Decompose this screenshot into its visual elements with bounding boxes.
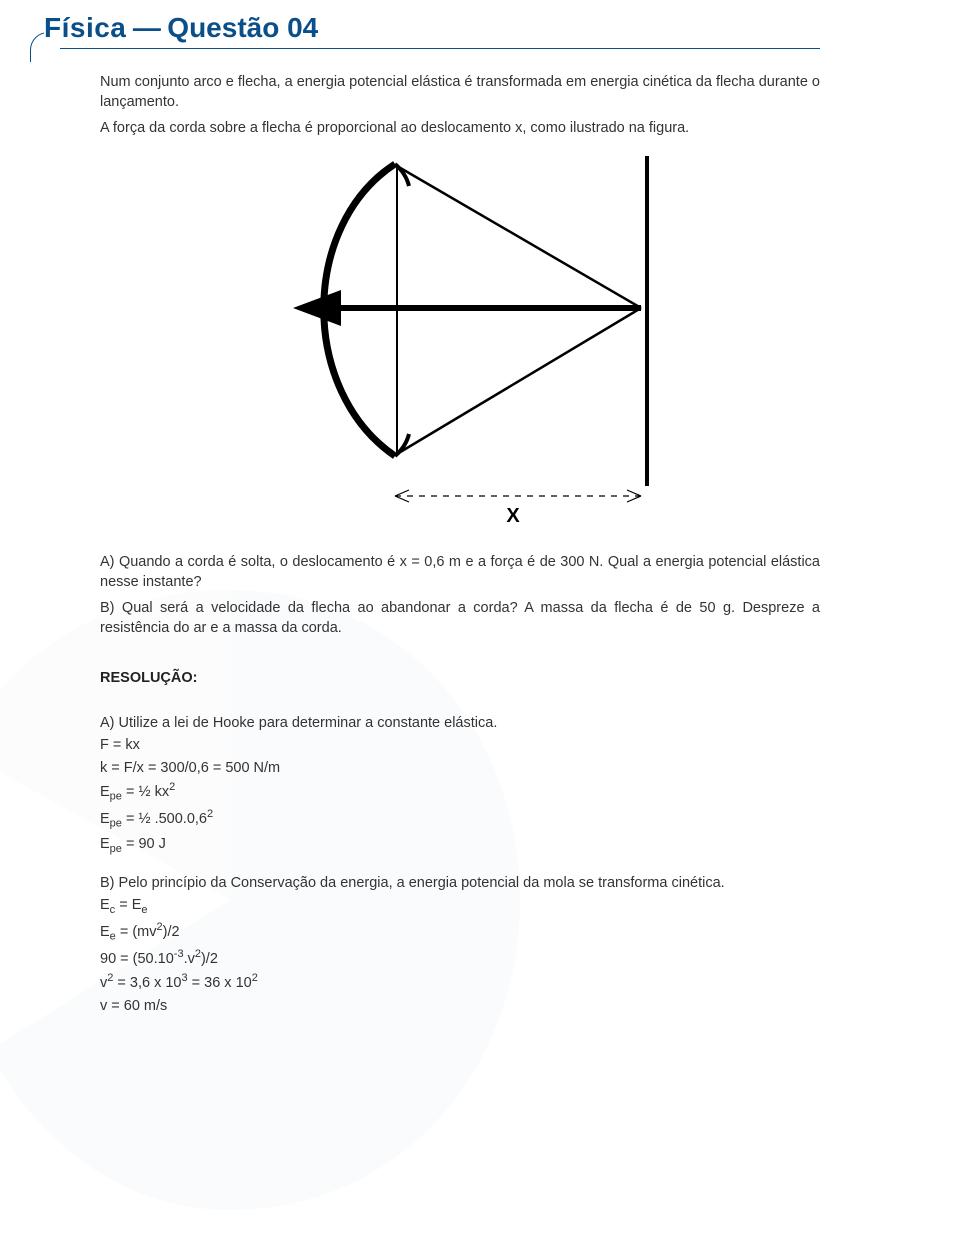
txt: = 36 x 10 [188,975,252,991]
partB-eq-ee-formula: Ee = (mv2)/2 [100,919,820,946]
txt: = 3,6 x 10 [113,975,181,991]
txt: E [100,811,110,827]
partA-eq-epe-sub: Epe = ½ .500.0,62 [100,806,820,833]
partB-eq-sub: 90 = (50.10-3.v2)/2 [100,946,820,970]
partB-eq-v2: v2 = 3,6 x 103 = 36 x 102 [100,970,820,994]
sub: pe [110,843,122,855]
txt: )/2 [201,951,218,967]
header-underline [44,48,820,49]
intro-paragraph-1: Num conjunto arco e flecha, a energia po… [100,72,820,112]
sup: 2 [169,781,175,793]
txt: = ½ .500.0,6 [122,811,207,827]
header-dash: — [131,12,163,43]
txt: .v [184,951,195,967]
partB-intro: B) Pelo princípio da Conservação da ener… [100,872,820,894]
txt: = (mv [116,924,157,940]
sub: e [141,904,147,916]
txt: = 90 J [122,836,166,852]
txt: E [100,897,110,913]
sub: pe [110,818,122,830]
partA-eq-k: k = F/x = 300/0,6 = 500 N/m [100,757,820,779]
bow-arrow-figure: X [245,156,675,526]
txt: E [100,924,110,940]
txt: E [100,836,110,852]
question-b-text: B) Qual será a velocidade da flecha ao a… [100,598,820,638]
figure-x-label: X [506,505,520,526]
header-title-badge: Física — Questão 04 [44,12,328,44]
txt: = E [115,897,141,913]
partA-eq-epe-result: Epe = 90 J [100,833,820,858]
sup: 2 [207,808,213,820]
txt: )/2 [163,924,180,940]
txt: 90 = (50.10 [100,951,174,967]
intro-paragraph-2: A força da corda sobre a flecha é propor… [100,118,820,138]
partA-eq-epe-formula: Epe = ½ kx2 [100,779,820,806]
partA-eq-fkx: F = kx [100,734,820,756]
question-header: Física — Questão 04 [0,0,960,72]
sub: pe [110,791,122,803]
header-question-number: Questão 04 [167,12,318,43]
partA-intro: A) Utilize a lei de Hooke para determina… [100,712,820,734]
header-subject: Física [44,12,126,43]
spacer [100,858,820,872]
sup: -3 [174,948,184,960]
page-content: Num conjunto arco e flecha, a energia po… [0,72,960,1017]
partB-eq-v-result: v = 60 m/s [100,995,820,1017]
sup: 2 [252,972,258,984]
resolution-heading: RESOLUÇÃO: [100,670,820,686]
partB-eq-ec-ee: Ec = Ee [100,894,820,919]
question-a-text: A) Quando a corda é solta, o deslocament… [100,552,820,592]
txt: E [100,784,110,800]
txt: = ½ kx [122,784,169,800]
